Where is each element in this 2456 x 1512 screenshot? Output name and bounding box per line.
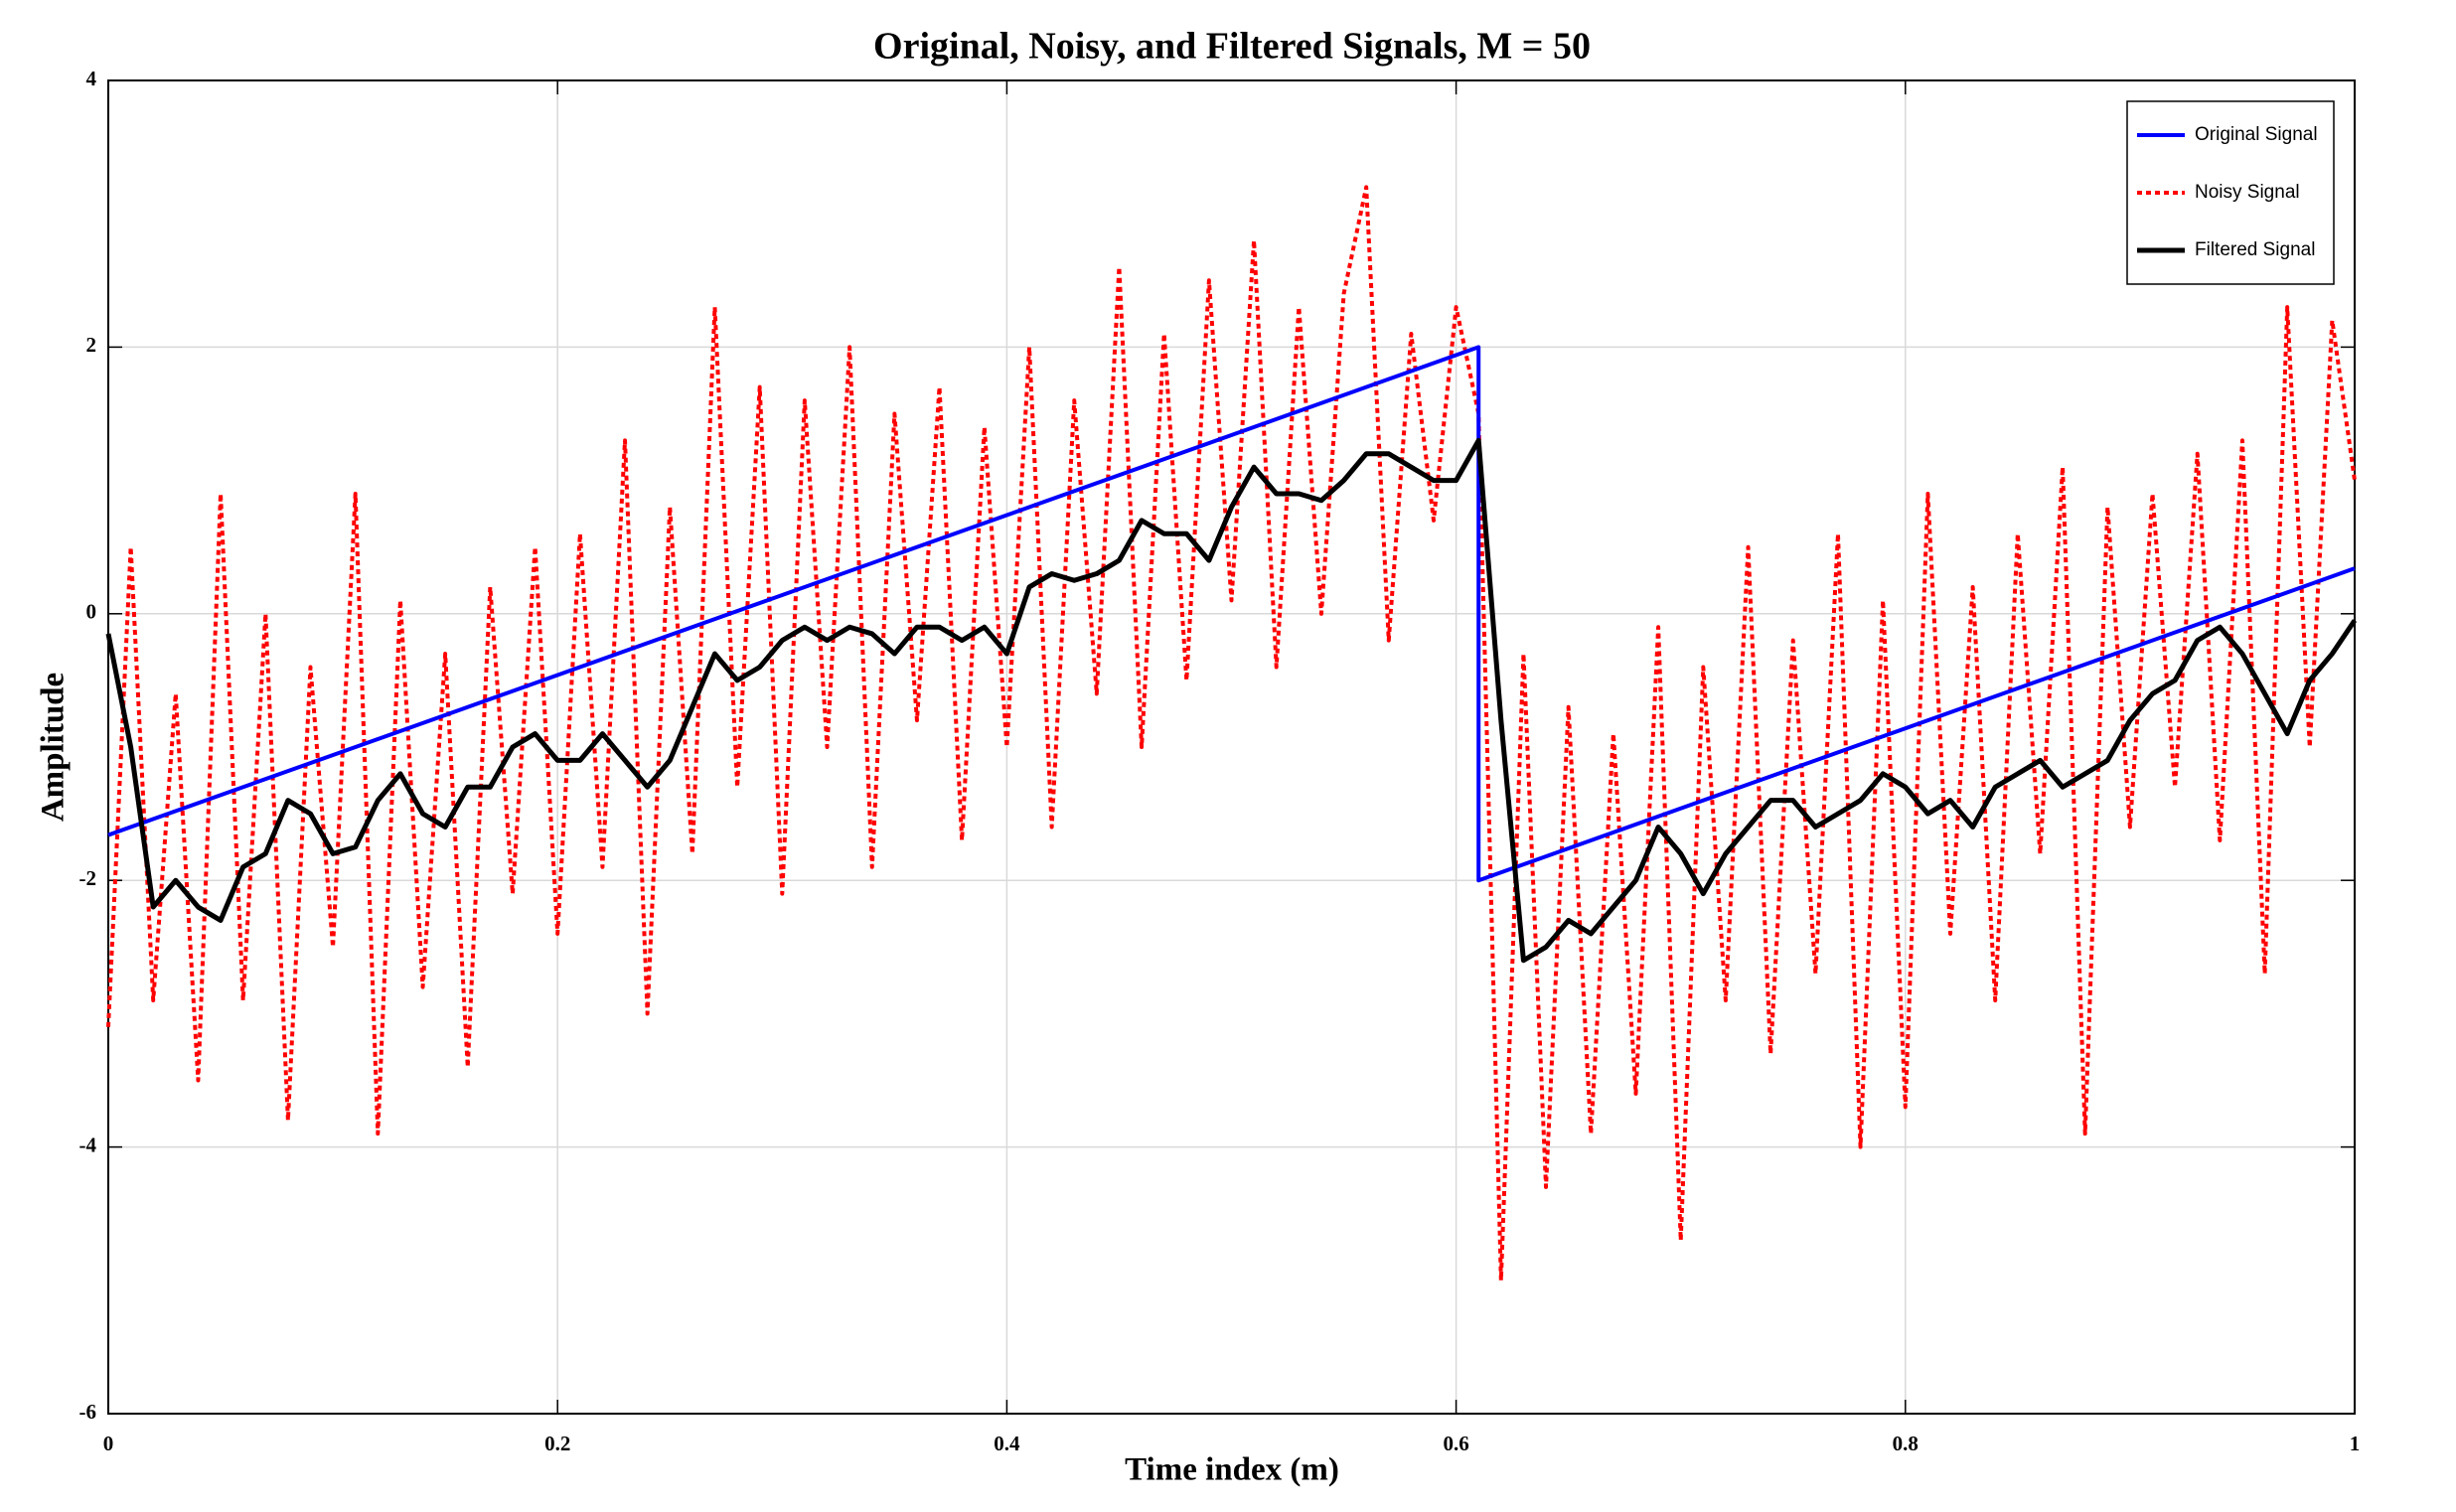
x-tick-label: 0 [103, 1432, 114, 1455]
x-tick-label: 0.8 [1893, 1432, 1919, 1455]
legend: Original Signal Noisy Signal Filtered Sign… [2126, 100, 2335, 285]
y-tick-label: 0 [86, 600, 97, 624]
chart-title: Original, Noisy, and Filtered Signals, M… [873, 26, 1591, 68]
series-line [105, 437, 2358, 964]
legend-box [2126, 100, 2335, 285]
y-tick-label: -2 [79, 866, 97, 890]
x-axis-label: Time index (m) [1125, 1452, 1339, 1488]
y-tick-label: -4 [79, 1133, 97, 1156]
plot-frame [107, 79, 2356, 1415]
legend-label: Original Signal [2195, 124, 2318, 145]
x-tick-label: 0.4 [994, 1432, 1020, 1455]
x-tick-label: 1 [2350, 1432, 2361, 1455]
series-line [106, 185, 2357, 1283]
legend-label: Noisy Signal [2195, 182, 2300, 203]
y-tick-label: -6 [79, 1400, 97, 1424]
y-tick-label: 4 [86, 67, 97, 90]
x-tick-label: 0.6 [1443, 1432, 1468, 1455]
series-line [107, 345, 2356, 883]
y-tick-label: 2 [86, 333, 97, 357]
x-tick-label: 0.2 [544, 1432, 570, 1455]
legend-label: Filtered Signal [2195, 239, 2315, 260]
y-axis-label: Amplitude [36, 673, 72, 822]
